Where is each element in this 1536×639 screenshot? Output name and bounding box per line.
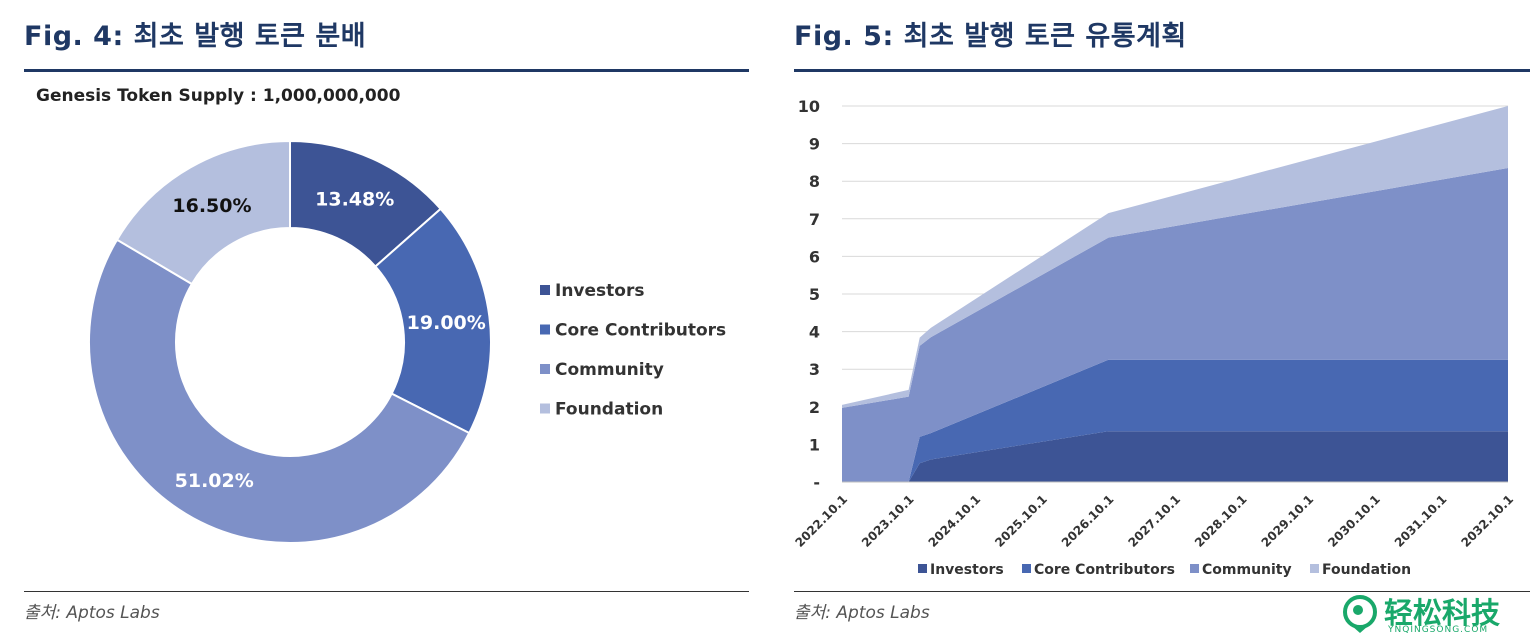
x-tick-label: 2026.10.1 (1059, 492, 1117, 550)
legend-label: Community (555, 360, 664, 380)
legend-label: Investors (930, 562, 1004, 578)
legend-swatch (540, 285, 550, 295)
donut-value-label: 19.00% (407, 312, 486, 334)
legend-label: Core Contributors (555, 321, 726, 341)
watermark-logo-icon (1343, 595, 1377, 633)
right-panel: Fig. 5: 최초 발행 토큰 유통계획 - 1 2 3 4 5 6 7 8 9 10 2022.1… (780, 0, 1536, 639)
legend-swatch (540, 364, 550, 374)
donut-slice-foundation (115, 139, 291, 286)
fig5-bottom-rule (794, 591, 1530, 592)
donut-slice-core-contributors (374, 207, 492, 435)
legend-label: Foundation (1322, 562, 1411, 578)
area-series-investors (842, 431, 1508, 482)
x-tick-label: 2028.10.1 (1192, 492, 1250, 550)
y-tick-label: 2 (809, 398, 820, 417)
genesis-supply-label: Genesis Token Supply : 1,000,000,000 (36, 86, 401, 106)
fig5-title: Fig. 5: 최초 발행 토큰 유통계획 (794, 21, 1187, 52)
y-tick-label: 10 (798, 97, 820, 116)
legend-swatch (1310, 564, 1319, 573)
y-tick-label: 4 (809, 323, 820, 342)
left-panel: Fig. 4: 최초 발행 토큰 분배 Genesis Token Supply… (0, 0, 760, 639)
x-tick-label: 2024.10.1 (926, 492, 984, 550)
y-tick-label: 5 (809, 285, 820, 304)
fig5-title-rule (794, 69, 1530, 72)
legend-swatch (918, 564, 927, 573)
x-tick-label: 2032.10.1 (1458, 492, 1516, 550)
y-tick-label: - (813, 473, 820, 492)
area-series-foundation (842, 106, 1508, 408)
donut-value-label: 13.48% (315, 188, 394, 210)
legend-label: Foundation (555, 400, 663, 420)
y-tick-label: 9 (809, 135, 820, 154)
legend-label: Community (1202, 562, 1292, 578)
fig4-title-rule (24, 69, 749, 72)
fig4-title: Fig. 4: 최초 발행 토큰 분배 (24, 21, 367, 52)
watermark-subtext: YNQINGSONG.COM (1388, 625, 1489, 635)
fig4-bottom-rule (24, 591, 749, 592)
legend-swatch (1022, 564, 1031, 573)
x-tick-label: 2025.10.1 (992, 492, 1050, 550)
donut-value-label: 16.50% (172, 195, 251, 217)
legend-label: Core Contributors (1034, 562, 1175, 578)
legend-swatch (540, 403, 550, 414)
x-tick-label: 2023.10.1 (859, 492, 917, 550)
x-tick-label: 2030.10.1 (1325, 492, 1383, 550)
y-tick-label: 7 (809, 210, 820, 229)
fig4-source: 출처: Aptos Labs (24, 603, 160, 623)
x-tick-label: 2031.10.1 (1392, 492, 1450, 550)
donut-chart: 13.48% 19.00% 51.02% 16.50% Investors Core Co… (88, 139, 726, 544)
x-tick-label: 2029.10.1 (1259, 492, 1317, 550)
y-tick-label: 8 (809, 172, 820, 191)
y-tick-label: 1 (809, 435, 820, 454)
x-tick-label: 2027.10.1 (1125, 492, 1183, 550)
y-tick-label: 3 (809, 360, 820, 379)
y-tick-label: 6 (809, 247, 820, 266)
legend-label: Investors (555, 281, 644, 301)
watermark-text: 轻松科技 (1384, 596, 1501, 630)
area-series-core-contributors (842, 359, 1508, 482)
legend-swatch (1190, 564, 1199, 573)
donut-slice-community (88, 238, 471, 544)
x-tick-label: 2022.10.1 (792, 492, 850, 550)
fig5-source: 출처: Aptos Labs (794, 603, 930, 623)
area-series-community (842, 168, 1508, 483)
donut-value-label: 51.02% (175, 470, 254, 492)
watermark: 轻松科技 YNQINGSONG.COM (1340, 592, 1530, 636)
legend-swatch (540, 324, 550, 335)
